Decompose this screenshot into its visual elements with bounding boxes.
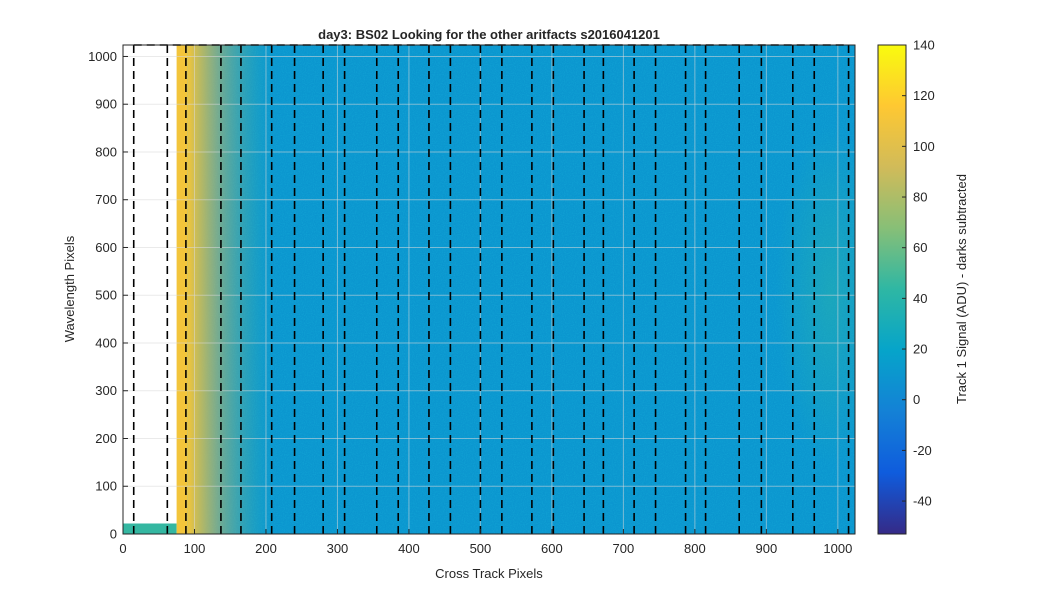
x-tick-label: 700 [613, 541, 635, 556]
region-noise [187, 45, 855, 534]
region-masked-bottom-strip [123, 523, 177, 534]
y-tick-label: 500 [95, 288, 117, 303]
region-masked [123, 45, 177, 534]
chart-title: day3: BS02 Looking for the other aritfac… [318, 27, 660, 42]
colorbar-tick-label: 60 [913, 240, 927, 255]
x-tick-label: 100 [184, 541, 206, 556]
region-edge-glow [187, 45, 274, 534]
colorbar-tick-label: 140 [913, 38, 935, 53]
x-tick-label: 400 [398, 541, 420, 556]
colorbar-ticks: -40 -20 0 20 40 60 80 100 120 140 [902, 38, 935, 509]
y-tick-label: 700 [95, 192, 117, 207]
region-bright-edge [176, 45, 188, 534]
y-tick-label: 1000 [88, 49, 117, 64]
colorbar-tick-label: 80 [913, 190, 927, 205]
x-tick-label: 300 [327, 541, 349, 556]
x-tick-label: 200 [255, 541, 277, 556]
y-tick-label: 800 [95, 144, 117, 159]
y-tick-label: 400 [95, 335, 117, 350]
x-tick-label: 600 [541, 541, 563, 556]
y-axis-label: Wavelength Pixels [62, 235, 77, 342]
y-tick-label: 900 [95, 97, 117, 112]
colorbar-tick-label: 40 [913, 291, 927, 306]
y-tick-label: 0 [110, 527, 117, 542]
colorbar-tick-label: -20 [913, 443, 932, 458]
plot-frame [122, 44, 856, 535]
y-tick-label: 300 [95, 383, 117, 398]
x-tick-label: 800 [684, 541, 706, 556]
colorbar [877, 44, 907, 535]
x-axis-ticks: 0 100 200 300 400 500 600 700 800 900 1000 [119, 529, 852, 556]
x-tick-label: 1000 [823, 541, 852, 556]
colorbar-label: Track 1 Signal (ADU) - darks subtracted [954, 174, 969, 404]
x-axis-label: Cross Track Pixels [435, 566, 543, 581]
y-tick-label: 200 [95, 431, 117, 446]
y-axis-ticks: 0 100 200 300 400 500 600 700 800 900 1000 [88, 49, 128, 542]
y-tick-label: 600 [95, 240, 117, 255]
x-tick-label: 0 [119, 541, 126, 556]
x-tick-label: 900 [756, 541, 778, 556]
colorbar-tick-label: -40 [913, 494, 932, 509]
y-tick-label: 100 [95, 479, 117, 494]
colorbar-tick-label: 20 [913, 342, 927, 357]
colorbar-tick-label: 120 [913, 88, 935, 103]
colorbar-tick-label: 0 [913, 392, 920, 407]
x-tick-label: 500 [470, 541, 492, 556]
colorbar-tick-label: 100 [913, 139, 935, 154]
heatmap-image [123, 45, 855, 534]
